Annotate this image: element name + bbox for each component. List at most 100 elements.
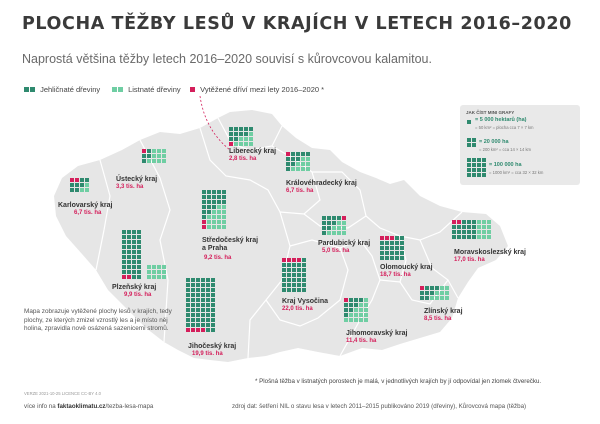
cell: [380, 236, 384, 240]
cell: [286, 167, 290, 171]
cell: [196, 328, 200, 332]
cell: [244, 137, 248, 141]
cell: [344, 303, 348, 307]
cell: [152, 270, 156, 274]
cell: [152, 149, 156, 153]
cell: [249, 127, 253, 131]
cell: [147, 159, 151, 163]
cell: [477, 220, 481, 224]
cell: [327, 231, 331, 235]
cell: [322, 226, 326, 230]
more-info: více info na faktaoklimatu.cz/tezba-lesa…: [24, 403, 153, 410]
cell: [286, 162, 290, 166]
cell: [467, 138, 471, 142]
cell: [322, 221, 326, 225]
cell: [207, 190, 211, 194]
cell: [435, 296, 439, 300]
cell: [291, 157, 295, 161]
cell: [395, 256, 399, 260]
cell: [202, 220, 206, 224]
cell: [211, 328, 215, 332]
cell: [127, 240, 131, 244]
cell: [206, 308, 210, 312]
cell: [137, 230, 141, 234]
cell: [452, 235, 456, 239]
cell: [344, 298, 348, 302]
region-area-liberecky: 2,8 tis. ha: [229, 156, 257, 162]
cell: [127, 245, 131, 249]
guide-title: JAK ČÍST MINI GRAFY: [466, 110, 515, 115]
cell: [222, 210, 226, 214]
cell: [75, 178, 79, 182]
cell: [147, 275, 151, 279]
cell: [302, 288, 306, 292]
cell: [292, 268, 296, 272]
region-area-karlovarsky: 6,7 tis. ha: [74, 210, 102, 216]
cell: [211, 318, 215, 322]
cell: [420, 286, 424, 290]
cell: [211, 288, 215, 292]
cell: [212, 205, 216, 209]
legend-calamity-label: Vytěžené dříví mezi lety 2016–2020 *: [200, 84, 325, 94]
cell: [286, 157, 290, 161]
cell: [291, 152, 295, 156]
deciduous-swatch: [118, 86, 123, 92]
cell: [349, 318, 353, 322]
cell: [364, 303, 368, 307]
cell: [222, 190, 226, 194]
more-info-site-link[interactable]: faktaoklimatu.cz: [57, 403, 106, 410]
cell: [201, 298, 205, 302]
cell: [467, 220, 471, 224]
cell: [122, 260, 126, 264]
cell: [477, 235, 481, 239]
cell: [400, 236, 404, 240]
more-info-prefix: více info na: [24, 403, 56, 410]
cell: [137, 250, 141, 254]
cell: [344, 318, 348, 322]
cell: [211, 293, 215, 297]
cell: [467, 143, 471, 147]
cell: [207, 210, 211, 214]
cell: [395, 241, 399, 245]
cell: [202, 205, 206, 209]
cell: [332, 231, 336, 235]
cell: [332, 216, 336, 220]
cell: [202, 225, 206, 229]
cell: [122, 235, 126, 239]
cell: [162, 265, 166, 269]
cell: [487, 235, 491, 239]
cell: [302, 273, 306, 277]
cell: [122, 230, 126, 234]
cell: [229, 137, 233, 141]
cell: [467, 235, 471, 239]
cell: [137, 270, 141, 274]
cell: [337, 226, 341, 230]
region-name-jihomoravsky: Jihomoravský kraj: [346, 330, 408, 337]
cell: [132, 275, 136, 279]
region-area-plzensky: 9,9 tis. ha: [124, 292, 152, 298]
cell: [201, 278, 205, 282]
cell: [157, 275, 161, 279]
cell: [342, 226, 346, 230]
guide-row-2-value: = 20 000 ha: [479, 139, 509, 145]
cell: [157, 154, 161, 158]
data-source: zdroj dat: šetření NIL o stavu lesa v le…: [232, 403, 527, 410]
cell: [132, 250, 136, 254]
liberec-pointer: [199, 95, 231, 151]
legend-coniferous: Jehličnaté dřeviny: [24, 84, 100, 94]
cell: [212, 200, 216, 204]
cell: [244, 132, 248, 136]
cell: [162, 149, 166, 153]
cell: [385, 236, 389, 240]
cell: [157, 159, 161, 163]
cell: [390, 246, 394, 250]
cell: [142, 154, 146, 158]
cell: [287, 268, 291, 272]
cell: [354, 298, 358, 302]
guide-row-1-sub: = 50 km² = plocha cca 7 × 7 km: [475, 125, 534, 130]
cell: [229, 132, 233, 136]
cell: [364, 313, 368, 317]
cell: [467, 163, 471, 167]
version-license: VERZE 2021-10-25 LICENCE CC-BY 4.0: [24, 391, 101, 396]
cell: [186, 293, 190, 297]
